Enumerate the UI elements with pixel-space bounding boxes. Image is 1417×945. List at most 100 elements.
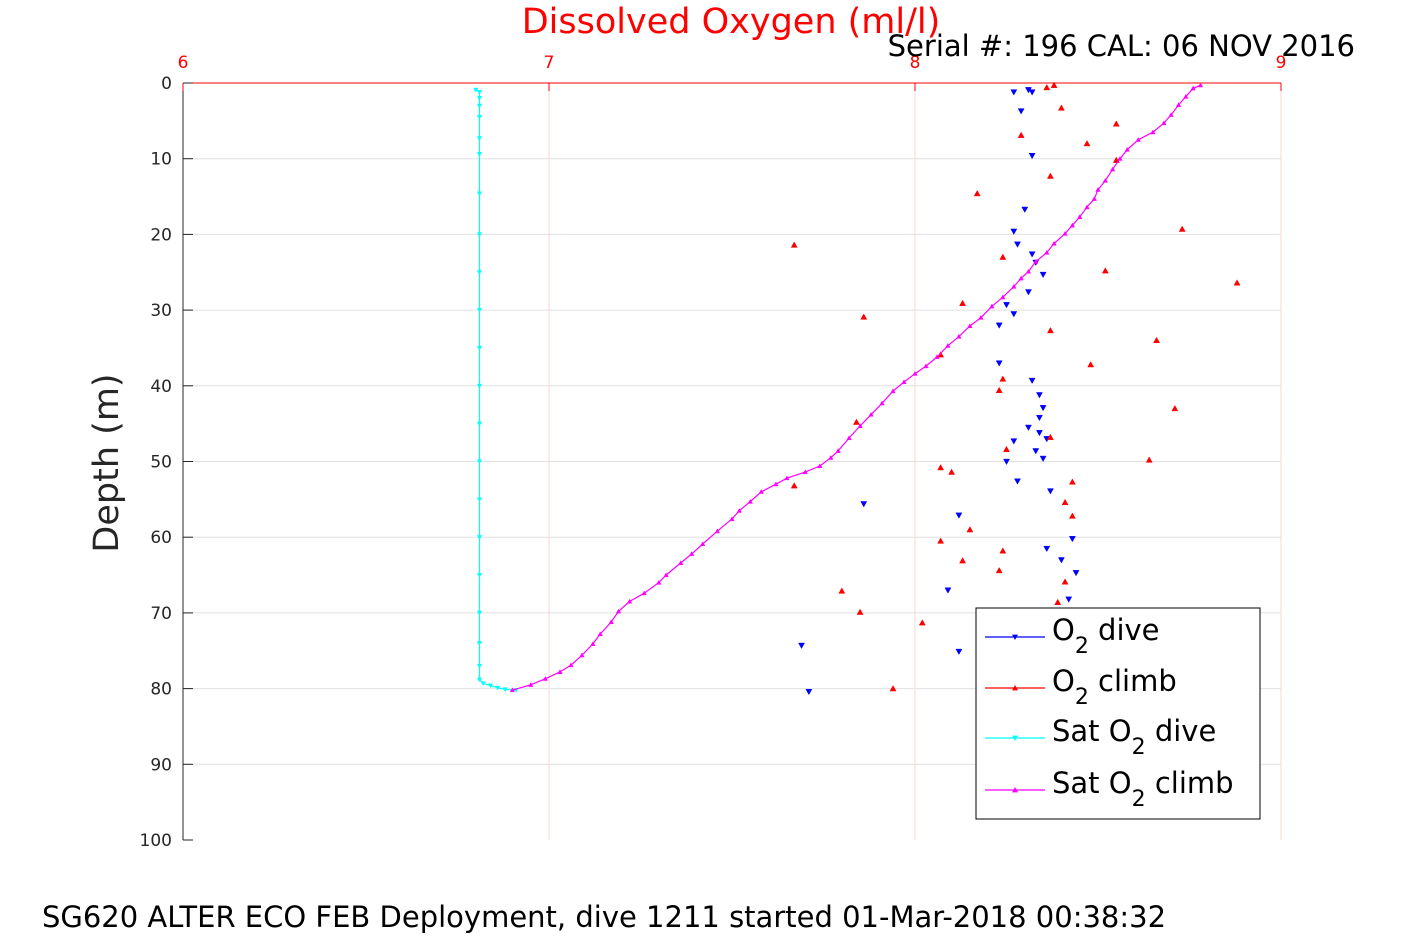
data-point xyxy=(1175,102,1182,107)
data-point xyxy=(948,468,956,475)
data-point xyxy=(1150,129,1156,135)
data-point xyxy=(937,464,945,471)
data-point xyxy=(1014,241,1021,248)
data-point xyxy=(995,322,1003,329)
data-point xyxy=(678,560,684,565)
data-point xyxy=(476,535,483,540)
data-point xyxy=(1025,268,1032,274)
data-point xyxy=(1068,512,1076,519)
data-point xyxy=(476,232,483,238)
legend-marker xyxy=(1012,685,1018,691)
data-point xyxy=(838,587,846,594)
data-point xyxy=(1043,545,1051,553)
data-point xyxy=(1087,361,1095,368)
series-sat_climb xyxy=(509,82,1204,693)
data-point xyxy=(1003,445,1010,453)
legend-label: Sat O2 dive xyxy=(1052,714,1216,760)
data-point xyxy=(487,683,494,689)
data-point xyxy=(476,610,483,616)
chart-subtitle: Serial #: 196 CAL: 06 NOV 2016 xyxy=(888,29,1355,63)
data-point xyxy=(1039,455,1047,462)
data-point xyxy=(798,642,805,649)
data-point xyxy=(476,421,483,427)
data-point xyxy=(1057,557,1065,564)
data-point xyxy=(1046,433,1054,440)
data-point xyxy=(476,641,483,646)
data-point xyxy=(1051,240,1057,246)
data-point xyxy=(1168,112,1174,117)
y-tick-label: 90 xyxy=(150,755,172,775)
data-point xyxy=(1102,177,1108,183)
data-point xyxy=(656,579,662,585)
data-point xyxy=(999,375,1007,382)
data-point xyxy=(1091,196,1097,201)
data-point xyxy=(912,370,918,376)
data-point xyxy=(955,648,963,656)
data-point xyxy=(1025,289,1032,296)
data-point xyxy=(1084,204,1090,210)
data-point xyxy=(999,547,1007,554)
data-point xyxy=(955,512,963,519)
data-point xyxy=(1017,131,1025,138)
data-point xyxy=(476,459,483,465)
data-point xyxy=(476,677,483,683)
legend-item-sat_climb: Sat O2 climb xyxy=(985,766,1234,812)
data-point xyxy=(1028,377,1036,385)
x-tick-label: 6 xyxy=(178,53,189,73)
data-point xyxy=(1068,536,1076,543)
data-point xyxy=(846,435,852,441)
data-point xyxy=(1043,84,1051,91)
data-point xyxy=(959,299,967,306)
x-tick-label: 9 xyxy=(1276,53,1287,73)
data-point xyxy=(1054,598,1062,605)
data-point xyxy=(1032,448,1040,455)
data-point xyxy=(802,469,808,475)
data-point xyxy=(476,308,483,313)
data-point xyxy=(476,573,483,578)
data-point xyxy=(944,587,952,594)
data-point xyxy=(889,685,897,692)
legend-label: O2 climb xyxy=(1052,664,1177,710)
chart-title: Dissolved Oxygen (ml/l) xyxy=(522,2,941,42)
data-point xyxy=(956,333,962,339)
data-point xyxy=(1039,271,1047,279)
data-point xyxy=(995,386,1003,393)
data-point xyxy=(1010,311,1018,318)
data-point xyxy=(1095,187,1101,192)
data-point xyxy=(937,537,945,544)
data-point xyxy=(1110,166,1116,172)
data-point xyxy=(1028,89,1036,96)
y-tick-label: 60 xyxy=(150,528,172,548)
data-point xyxy=(856,608,864,615)
y-tick-label: 80 xyxy=(150,680,172,700)
data-point xyxy=(615,608,622,614)
data-point xyxy=(857,423,863,428)
data-point xyxy=(557,669,563,674)
data-point xyxy=(1069,222,1076,228)
y-tick-label: 40 xyxy=(150,377,172,397)
data-point xyxy=(784,475,790,481)
data-point xyxy=(1072,570,1080,577)
data-point xyxy=(495,685,501,691)
legend-item-o2_climb: O2 climb xyxy=(985,664,1177,710)
data-point xyxy=(1046,327,1054,334)
data-point xyxy=(1010,228,1018,235)
data-point xyxy=(1061,578,1069,585)
data-point xyxy=(579,652,585,658)
y-tick-label: 50 xyxy=(150,453,172,473)
data-point xyxy=(1003,302,1010,309)
data-point xyxy=(568,662,574,668)
data-point xyxy=(1233,279,1241,286)
data-point xyxy=(860,313,868,320)
data-point xyxy=(1018,275,1024,281)
data-point xyxy=(1028,153,1036,160)
data-point xyxy=(476,270,483,275)
series-sat_dive xyxy=(473,87,519,693)
data-point xyxy=(476,115,483,120)
series-o2_climb xyxy=(790,81,1241,692)
data-point xyxy=(1161,120,1167,126)
data-point xyxy=(476,191,483,197)
data-point xyxy=(1077,214,1083,219)
